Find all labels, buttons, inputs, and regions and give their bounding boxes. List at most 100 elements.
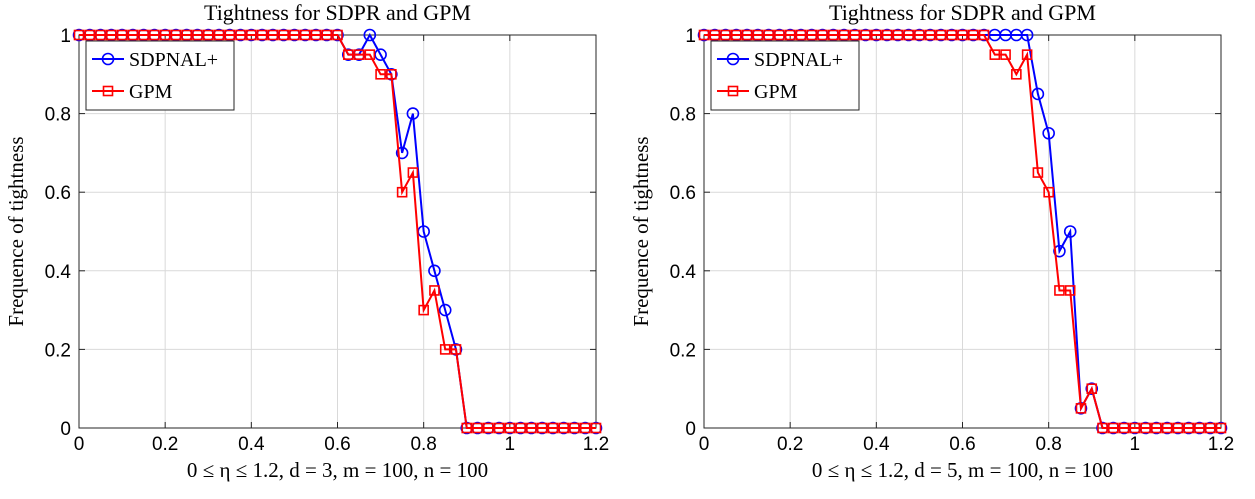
data-point <box>795 29 807 41</box>
data-point <box>1107 422 1119 434</box>
data-point <box>957 29 968 41</box>
data-point <box>395 146 409 160</box>
legend: SDPNAL+ GPM <box>710 40 860 111</box>
data-point <box>235 29 246 41</box>
data-point <box>978 29 990 41</box>
legend-marker <box>727 85 739 97</box>
data-point <box>924 29 936 41</box>
x-axis-label: 0 ≤ η ≤ 1.2, d = 5, m = 100, n = 100 <box>812 458 1113 482</box>
x-axis-label: 0 ≤ η ≤ 1.2, d = 3, m = 100, n = 100 <box>187 458 488 482</box>
series-line-2 <box>704 34 1221 429</box>
data-point <box>752 29 764 41</box>
data-point <box>428 264 441 278</box>
data-point <box>903 29 914 41</box>
data-point <box>84 29 96 41</box>
data-point <box>1031 87 1045 101</box>
legend-label: SDPNAL+ <box>754 49 843 71</box>
data-point <box>1161 422 1173 434</box>
x-tick-label: 1 <box>1130 434 1141 455</box>
data-point <box>806 29 818 41</box>
data-point <box>170 29 182 41</box>
series-line-2 <box>79 34 596 429</box>
data-point <box>1194 422 1205 434</box>
data-point <box>1020 28 1034 42</box>
data-point <box>731 29 742 41</box>
legend-box <box>85 40 235 111</box>
x-tick-label: 0.2 <box>152 434 178 455</box>
y-tick-label: 0.4 <box>45 262 72 283</box>
x-tick-label: 1 <box>505 434 516 455</box>
data-point <box>353 49 365 60</box>
data-point <box>181 29 193 41</box>
y-tick-label: 0 <box>685 419 696 440</box>
data-point <box>493 422 505 434</box>
y-axis-label: Frequence of tightness <box>4 136 28 326</box>
y-tick-label: 0.8 <box>45 105 71 126</box>
data-point <box>482 422 494 434</box>
data-point <box>569 422 580 434</box>
data-point <box>73 29 85 41</box>
data-point <box>1172 422 1184 434</box>
data-point <box>127 29 139 41</box>
data-point <box>213 29 225 41</box>
x-tick-label: 0 <box>699 434 710 455</box>
data-point <box>763 29 774 41</box>
data-point <box>1011 69 1022 80</box>
x-tick-label: 0.2 <box>777 434 803 455</box>
data-point <box>892 29 904 41</box>
data-point <box>1085 382 1099 396</box>
data-point <box>461 422 473 434</box>
data-point <box>159 29 171 41</box>
data-point <box>1043 186 1054 198</box>
y-tick-label: 0.8 <box>670 105 696 126</box>
data-point <box>472 422 483 434</box>
y-tick-label: 0.2 <box>45 340 71 361</box>
data-point <box>1053 244 1066 258</box>
data-point <box>914 29 925 41</box>
data-point <box>321 29 333 41</box>
data-point <box>1042 126 1055 140</box>
y-tick-label: 0.4 <box>670 262 697 283</box>
data-point <box>774 29 785 41</box>
legend: SDPNAL+ GPM <box>85 40 235 111</box>
legend-label: GPM <box>129 81 173 103</box>
data-point <box>363 28 377 42</box>
data-point <box>709 29 721 41</box>
data-point <box>1021 49 1033 60</box>
x-tick-label: 0.4 <box>238 434 265 455</box>
data-point <box>881 29 893 41</box>
legend-marker <box>102 85 114 97</box>
data-point <box>1129 422 1141 434</box>
y-tick-label: 1 <box>60 26 71 47</box>
data-point <box>720 29 731 41</box>
data-point <box>741 29 753 41</box>
data-point <box>299 29 311 41</box>
data-point <box>849 29 861 41</box>
x-tick-label: 1.2 <box>1208 434 1234 455</box>
data-point <box>256 29 268 41</box>
data-point <box>267 29 279 41</box>
data-point <box>860 29 871 41</box>
data-point <box>1151 422 1162 434</box>
data-point <box>515 422 526 434</box>
data-point <box>1063 225 1077 238</box>
x-tick-label: 0.6 <box>949 434 975 455</box>
data-point <box>946 29 958 41</box>
data-point <box>246 29 257 41</box>
data-point <box>935 29 947 41</box>
chart-title: Tightness for SDPR and GPM <box>829 0 1096 25</box>
y-tick-label: 1 <box>685 26 696 47</box>
data-point <box>375 69 386 80</box>
data-point <box>310 29 322 41</box>
legend-label: SDPNAL+ <box>129 49 218 71</box>
data-point <box>149 29 160 41</box>
data-point <box>289 29 300 41</box>
x-tick-label: 0.6 <box>324 434 350 455</box>
data-point <box>407 167 419 178</box>
data-point <box>406 107 420 120</box>
legend-marker <box>726 52 740 66</box>
y-tick-label: 0.6 <box>670 183 696 204</box>
data-point <box>332 29 343 41</box>
data-point <box>1097 422 1108 434</box>
